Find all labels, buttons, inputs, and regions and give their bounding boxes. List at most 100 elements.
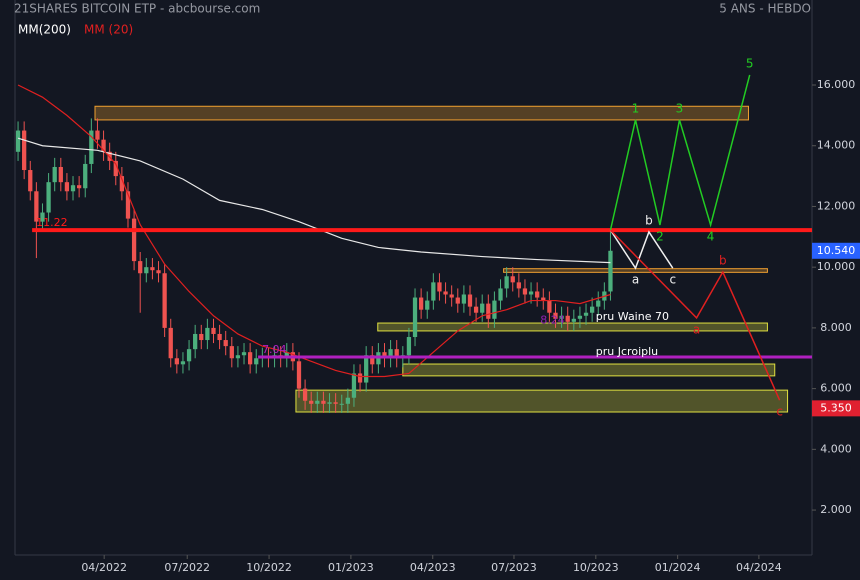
candle-body <box>351 373 357 398</box>
candle-body <box>113 160 118 177</box>
candle-body <box>309 400 314 404</box>
projection-label: c <box>669 273 676 287</box>
candle-body <box>449 294 454 298</box>
candle-body <box>229 346 234 359</box>
x-tick-label: 04/2024 <box>736 561 782 574</box>
candle-body <box>559 315 564 319</box>
candle-body <box>370 355 375 365</box>
candle-body <box>64 182 70 192</box>
candle-body <box>199 333 204 341</box>
x-tick-label: 10/2023 <box>573 561 619 574</box>
candle-body <box>437 282 442 292</box>
projection-label: 4 <box>707 229 715 243</box>
candle-body <box>553 312 558 319</box>
candle-body <box>247 352 253 365</box>
candle-body <box>138 261 143 274</box>
chart-title: 21SHARES BITCOIN ETP - abcbourse.com <box>14 2 260 16</box>
candle-body <box>156 270 161 274</box>
candle-body <box>296 361 302 389</box>
candle-body <box>28 170 33 192</box>
candle-body <box>89 130 94 164</box>
candle-body <box>577 315 583 319</box>
zone <box>377 322 768 332</box>
candle-body <box>22 130 27 171</box>
candle-body <box>241 352 247 356</box>
candle-body <box>504 276 509 289</box>
projection-label: b <box>719 254 727 268</box>
projection <box>609 229 674 270</box>
candle-body <box>125 191 131 219</box>
candle-body <box>345 397 350 404</box>
projection <box>609 229 781 401</box>
candle-body <box>284 352 289 359</box>
x-tick-label: 04/2022 <box>81 561 127 574</box>
candle-body <box>180 361 186 365</box>
projection-label: 2 <box>656 229 664 243</box>
candle-body <box>583 312 589 316</box>
zone <box>94 105 749 121</box>
x-tick-label: 01/2023 <box>328 561 374 574</box>
zone <box>402 363 776 377</box>
candle-body <box>211 327 216 334</box>
candle-body <box>217 333 222 341</box>
candle-body <box>150 267 155 271</box>
candle-body <box>535 291 540 298</box>
candle-body <box>522 288 528 295</box>
candle-body <box>528 291 534 295</box>
projection-label: 3 <box>676 101 684 115</box>
candle-body <box>168 327 173 359</box>
y-tick-label: 4.000 <box>820 442 852 455</box>
price-tag-label: 10.540 <box>817 244 856 257</box>
candle-body <box>608 250 613 292</box>
candle-body <box>418 297 424 310</box>
projection-label: a <box>693 322 700 336</box>
candle-body <box>547 300 552 313</box>
candle-body <box>327 402 332 404</box>
candle-body <box>95 130 100 140</box>
x-tick-label: 01/2024 <box>655 561 701 574</box>
candle-body <box>52 166 57 183</box>
candle-body <box>15 130 21 152</box>
y-tick-label: 10.000 <box>817 260 856 273</box>
candle-body <box>516 282 521 289</box>
price-tag-label: 5.350 <box>820 401 852 414</box>
candle-body <box>498 288 503 301</box>
y-tick-label: 12.000 <box>817 199 856 212</box>
projection-label: a <box>632 273 639 287</box>
projection-label: 5 <box>746 56 754 70</box>
candle-body <box>58 166 63 183</box>
projection <box>609 74 751 231</box>
candle-body <box>590 306 595 313</box>
candle-body <box>431 282 436 301</box>
moving-average <box>17 84 611 378</box>
price-tag <box>812 242 860 259</box>
y-tick-label: 8.000 <box>820 321 852 334</box>
zone-label: pru Waine 70 <box>596 310 669 323</box>
candle-body <box>70 185 76 192</box>
candle-body <box>541 297 546 301</box>
candle-body <box>40 212 45 222</box>
candle-body <box>455 297 460 304</box>
candle-body <box>205 327 210 341</box>
candle-body <box>186 349 192 362</box>
candle-body <box>480 303 485 313</box>
candle-body <box>443 291 448 295</box>
zone <box>295 389 789 413</box>
x-tick-label: 04/2023 <box>410 561 456 574</box>
candle-body <box>364 355 369 383</box>
candle-body <box>223 340 228 347</box>
candle-body <box>406 337 412 356</box>
projection-label: c <box>776 405 783 419</box>
y-tick-label: 14.000 <box>817 139 856 152</box>
level-label: 7.04 <box>262 343 287 356</box>
candle-body <box>565 315 570 322</box>
candle-body <box>162 273 167 328</box>
candle-body <box>571 318 576 322</box>
candle-body <box>492 300 497 319</box>
candle-body <box>315 400 320 404</box>
legend-entry: MM (20) <box>84 23 133 37</box>
candle-body <box>425 300 430 310</box>
candle-body <box>394 349 399 359</box>
candle-body <box>321 400 326 404</box>
